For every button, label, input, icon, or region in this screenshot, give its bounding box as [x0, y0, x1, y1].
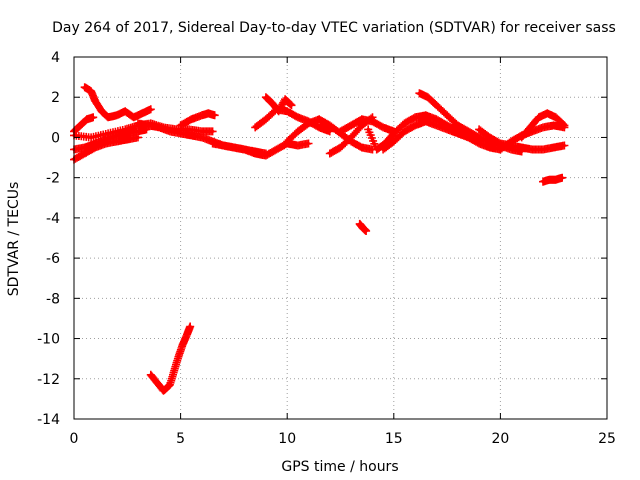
x-tick-label: 5 [176, 431, 185, 447]
data-point-marker [208, 127, 217, 136]
data-point-marker [287, 101, 296, 110]
x-tick-label: 0 [70, 431, 79, 447]
chart-title: Day 264 of 2017, Sidereal Day-to-day VTE… [52, 20, 616, 36]
y-tick-label: -14 [37, 412, 60, 428]
series-track-10 [261, 93, 296, 116]
series-track-15 [379, 117, 505, 154]
y-tick-label: 2 [51, 90, 60, 106]
plot-frame [73, 56, 608, 420]
x-tick-label: 20 [491, 431, 509, 447]
series-track-1 [70, 113, 98, 136]
data-point-marker [362, 227, 371, 235]
tick-marks [73, 56, 608, 420]
x-tick-label: 15 [385, 431, 403, 447]
grid [74, 57, 607, 419]
y-tick-label: 0 [51, 130, 60, 146]
data-point-marker [134, 133, 142, 142]
data-point-marker [186, 322, 195, 331]
series-track-19 [517, 109, 569, 142]
y-tick-label: 4 [51, 50, 60, 66]
y-tick-label: -4 [46, 211, 60, 227]
y-tick-label: -10 [37, 332, 60, 348]
data-point-marker [559, 120, 568, 129]
y-tick-labels: -14 -12 -10 -8 -6 -4 -2 0 2 4 [37, 50, 60, 428]
series-track-20 [539, 173, 567, 186]
y-tick-label: -8 [46, 291, 60, 307]
y-tick-label: -12 [37, 372, 60, 388]
x-tick-label: 10 [278, 431, 296, 447]
data-point-marker [304, 139, 313, 148]
series-track-4 [80, 83, 155, 122]
series-track-22 [146, 322, 195, 395]
data-point-marker [560, 141, 569, 150]
series-track-21 [355, 219, 371, 235]
series-track-16 [415, 89, 526, 156]
x-axis-label: GPS time / hours [281, 459, 398, 475]
y-axis-label: SDTVAR / TECUs [6, 182, 22, 297]
data-point-marker [560, 121, 569, 130]
data-point-marker [558, 173, 567, 182]
data-point-marker [275, 105, 284, 114]
data-point-marker [89, 113, 98, 122]
data-point-marker [276, 103, 285, 112]
data-point-marker [286, 100, 295, 109]
data-point-marker [146, 105, 155, 114]
series-track-7 [176, 109, 219, 130]
x-tick-label: 25 [598, 431, 616, 447]
series-track-8 [208, 139, 313, 160]
y-tick-label: -2 [46, 171, 60, 187]
y-tick-label: -6 [46, 251, 60, 267]
data-point-marker [210, 111, 219, 120]
data-series [70, 83, 569, 395]
series-track-3 [70, 133, 142, 164]
x-tick-labels: 0 5 10 15 20 25 [70, 431, 616, 447]
